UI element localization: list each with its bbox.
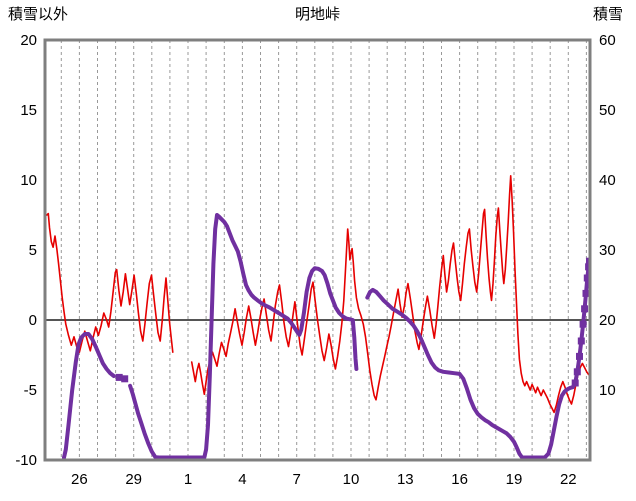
left-axis-title: 積雪以外 <box>8 6 69 23</box>
temperature-series-line <box>46 175 590 414</box>
svg-text:10: 10 <box>20 172 37 189</box>
svg-text:7: 7 <box>293 471 301 488</box>
svg-text:20: 20 <box>599 312 616 329</box>
svg-text:26: 26 <box>71 471 88 488</box>
svg-text:10: 10 <box>343 471 360 488</box>
chart-title: 明地峠 <box>294 6 340 23</box>
svg-text:19: 19 <box>506 471 523 488</box>
right-axis-title: 積雪 <box>592 6 623 23</box>
svg-text:5: 5 <box>29 242 37 259</box>
x-axis-tick-labels: 26 29 1 4 7 10 13 16 19 22 <box>71 471 577 488</box>
svg-text:15: 15 <box>20 102 37 119</box>
svg-text:-5: -5 <box>24 382 37 399</box>
plot-frame <box>43 38 592 462</box>
right-axis-tick-labels: 60 50 40 30 20 10 <box>599 32 616 399</box>
svg-text:0: 0 <box>29 312 37 329</box>
svg-text:29: 29 <box>125 471 142 488</box>
svg-text:22: 22 <box>560 471 577 488</box>
svg-text:30: 30 <box>599 242 616 259</box>
svg-text:4: 4 <box>238 471 246 488</box>
svg-text:60: 60 <box>599 32 616 49</box>
svg-text:20: 20 <box>20 32 37 49</box>
svg-text:13: 13 <box>397 471 414 488</box>
vertical-gridlines <box>60 40 587 460</box>
svg-text:40: 40 <box>599 172 616 189</box>
svg-text:50: 50 <box>599 102 616 119</box>
left-axis-tick-labels: 20 15 10 5 0 -5 -10 <box>15 32 37 469</box>
svg-text:1: 1 <box>184 471 192 488</box>
svg-text:16: 16 <box>451 471 468 488</box>
svg-text:10: 10 <box>599 382 616 399</box>
svg-text:-10: -10 <box>15 452 37 469</box>
